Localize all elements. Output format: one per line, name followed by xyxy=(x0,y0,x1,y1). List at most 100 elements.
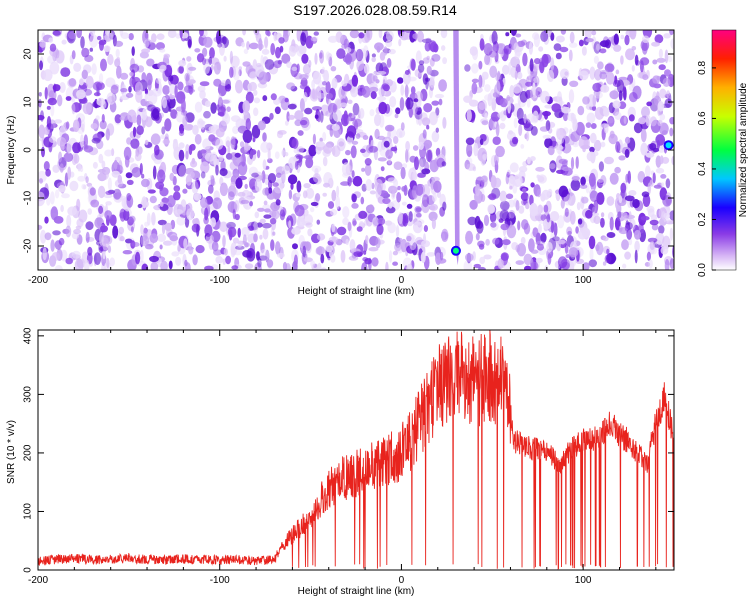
heatmap-blob xyxy=(204,224,213,237)
heatmap-blob xyxy=(388,48,396,55)
heatmap-blob xyxy=(599,48,607,54)
heatmap-blob xyxy=(392,250,398,256)
heatmap-blob xyxy=(516,107,524,121)
heatmap-blob xyxy=(352,118,363,128)
heatmap-blob xyxy=(585,122,592,128)
heatmap-blob xyxy=(487,204,496,214)
heatmap-blob xyxy=(230,246,236,258)
heatmap-blob xyxy=(315,141,326,148)
heatmap-blob xyxy=(600,123,610,128)
heatmap-blob xyxy=(568,89,575,104)
heatmap-blob xyxy=(649,219,659,226)
heatmap-blob xyxy=(351,140,359,145)
heatmap-blob xyxy=(559,46,569,53)
colorbar-tick-label: 0.0 xyxy=(697,263,708,277)
heatmap-blob xyxy=(467,216,477,226)
heatmap-blob xyxy=(294,110,304,121)
heatmap-blob xyxy=(390,146,398,152)
chart-title: S197.2026.028.08.59.R14 xyxy=(293,2,457,18)
heatmap-blob xyxy=(109,257,115,267)
heatmap-blob xyxy=(175,106,185,112)
heatmap-blob xyxy=(374,128,380,140)
heatmap-blob xyxy=(182,253,187,267)
heatmap-blob xyxy=(303,183,311,189)
heatmap-feature-core xyxy=(665,142,672,149)
heatmap-blob xyxy=(479,138,484,145)
heatmap-blob xyxy=(656,57,666,63)
heatmap-blob xyxy=(77,175,86,182)
heatmap-blob xyxy=(613,44,622,52)
heatmap-blob xyxy=(122,250,133,255)
heatmap-blob xyxy=(479,38,485,51)
heatmap-blob xyxy=(128,33,134,41)
snr-background xyxy=(38,330,674,570)
heatmap-blob xyxy=(368,204,374,210)
heatmap-blob xyxy=(660,246,669,255)
heatmap-blob xyxy=(629,30,637,40)
heatmap-blob xyxy=(341,162,351,177)
heatmap-blob xyxy=(182,188,188,194)
heatmap-blob xyxy=(567,112,577,122)
heatmap-blob xyxy=(387,155,392,165)
heatmap-blob xyxy=(532,227,539,238)
heatmap-blob xyxy=(663,212,671,219)
heatmap-blob xyxy=(381,83,389,90)
heatmap-blob xyxy=(49,61,60,75)
heatmap-blob xyxy=(420,251,426,263)
heatmap-blob xyxy=(216,30,221,45)
heatmap-blob xyxy=(606,248,610,255)
heatmap-blob xyxy=(90,123,98,130)
heatmap-blob xyxy=(519,90,528,103)
heatmap-blob xyxy=(440,251,444,261)
heatmap-blob xyxy=(517,220,521,231)
heatmap-blob xyxy=(156,33,165,40)
heatmap-blob xyxy=(232,66,240,81)
heatmap-blob xyxy=(259,234,263,240)
heatmap-blob xyxy=(433,180,442,193)
heatmap-blob xyxy=(126,179,134,185)
heatmap-blob xyxy=(178,130,185,137)
heatmap-blob xyxy=(655,155,662,168)
heatmap-blob xyxy=(356,59,365,71)
heatmap-blob xyxy=(85,75,94,89)
heatmap-blob xyxy=(669,210,674,221)
heatmap-blob xyxy=(347,176,352,187)
heatmap-blob xyxy=(402,71,411,85)
heatmap-blob xyxy=(364,163,372,176)
heatmap-blob xyxy=(249,201,254,207)
heatmap-blob xyxy=(234,189,239,197)
heatmap-blob xyxy=(225,255,232,265)
heatmap-blob xyxy=(218,93,222,106)
heatmap-blob xyxy=(540,232,547,243)
heatmap-blob xyxy=(482,153,488,161)
heatmap-blob xyxy=(126,195,134,208)
heatmap-blob xyxy=(626,228,633,240)
heatmap-blob xyxy=(230,136,236,150)
heatmap-blob xyxy=(336,48,346,59)
heatmap-blob xyxy=(579,184,588,190)
heatmap-blob xyxy=(251,172,259,178)
heatmap-blob xyxy=(567,230,572,235)
heatmap-blob xyxy=(615,69,620,75)
heatmap-blob xyxy=(379,147,390,157)
heatmap-blob xyxy=(499,209,510,221)
heatmap-blob xyxy=(669,258,674,270)
heatmap-blob xyxy=(227,185,237,198)
heatmap-blob xyxy=(239,141,245,148)
heatmap-blob xyxy=(325,51,331,62)
heatmap-blob xyxy=(197,85,206,93)
heatmap-blob xyxy=(232,173,240,180)
heatmap-blob xyxy=(145,244,154,250)
heatmap-blob xyxy=(111,170,121,178)
heatmap-blob xyxy=(38,114,45,121)
heatmap-blob xyxy=(423,103,433,113)
heatmap-blob xyxy=(57,94,63,107)
heatmap-blob xyxy=(487,93,493,107)
heatmap-blob xyxy=(242,234,247,246)
heatmap-blob xyxy=(39,60,43,71)
heatmap-blob xyxy=(331,189,337,202)
heatmap-blob xyxy=(264,208,271,213)
heatmap-blob xyxy=(564,71,569,76)
heatmap-blob xyxy=(331,223,336,233)
heatmap-blob xyxy=(267,173,277,184)
